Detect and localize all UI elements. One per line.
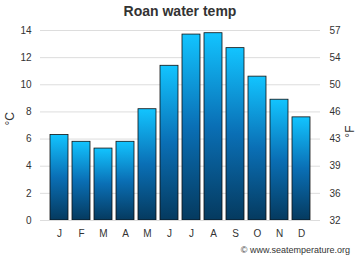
svg-text:M: M <box>99 228 107 239</box>
svg-text:43: 43 <box>330 133 342 144</box>
svg-text:57: 57 <box>330 25 342 36</box>
svg-text:M: M <box>143 228 151 239</box>
svg-text:2: 2 <box>26 188 32 199</box>
html-text:© www.seatemperature.org: © www.seatemperature.org <box>240 245 350 255</box>
svg-text:8: 8 <box>26 106 32 117</box>
svg-text:10: 10 <box>20 79 32 90</box>
html-text:Roan water temp: Roan water temp <box>123 3 237 19</box>
svg-text:A: A <box>122 228 129 239</box>
svg-text:14: 14 <box>20 25 32 36</box>
svg-text:J: J <box>189 228 194 239</box>
svg-text:°C: °C <box>3 112 17 126</box>
svg-text:32: 32 <box>330 215 342 226</box>
svg-text:A: A <box>210 228 217 239</box>
svg-text:S: S <box>232 228 239 239</box>
svg-text:0: 0 <box>26 215 32 226</box>
svg-text:6: 6 <box>26 133 32 144</box>
svg-text:J: J <box>167 228 172 239</box>
svg-text:12: 12 <box>20 52 32 63</box>
svg-text:50: 50 <box>330 79 342 90</box>
svg-text:J: J <box>57 228 62 239</box>
svg-text:36: 36 <box>330 188 342 199</box>
svg-text:46: 46 <box>330 106 342 117</box>
svg-text:O: O <box>254 228 262 239</box>
svg-text:4: 4 <box>26 160 32 171</box>
svg-text:39: 39 <box>330 160 342 171</box>
svg-text:54: 54 <box>330 52 342 63</box>
svg-text:D: D <box>298 228 305 239</box>
svg-text:N: N <box>276 228 283 239</box>
svg-text:F: F <box>78 228 84 239</box>
svg-text:°F: °F <box>343 126 357 138</box>
